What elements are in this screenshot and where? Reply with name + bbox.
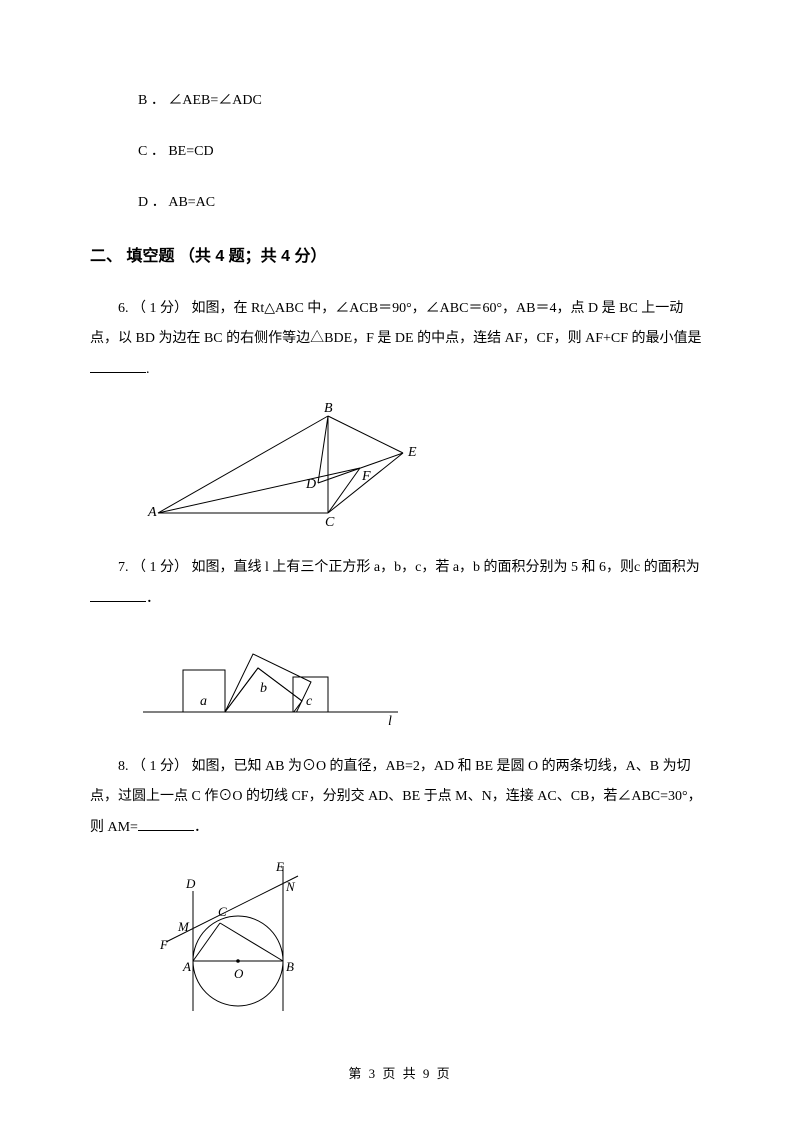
svg-text:l: l bbox=[388, 714, 392, 727]
question-6: 6. （ 1 分） 如图，在 Rt△ABC 中，∠ACB＝90°，∠ABC＝60… bbox=[90, 294, 710, 386]
question-7: 7. （ 1 分） 如图，直线 l 上有三个正方形 a，b，c，若 a，b 的面… bbox=[90, 553, 710, 615]
svg-text:C: C bbox=[325, 515, 335, 528]
question-8: 8. （ 1 分） 如图，已知 AB 为⊙O 的直径，AB=2，AD 和 BE … bbox=[90, 752, 710, 844]
svg-text:E: E bbox=[407, 445, 417, 460]
svg-text:N: N bbox=[285, 879, 296, 894]
svg-text:E: E bbox=[275, 859, 284, 874]
option-d: D ． AB=AC bbox=[138, 190, 710, 215]
q6-suffix: . bbox=[146, 362, 150, 377]
svg-text:a: a bbox=[200, 694, 207, 709]
q7-blank bbox=[90, 588, 146, 602]
q8-blank bbox=[138, 817, 194, 831]
svg-text:c: c bbox=[306, 694, 313, 709]
svg-text:B: B bbox=[286, 959, 294, 974]
svg-text:B: B bbox=[324, 401, 333, 416]
option-b: B ． ∠AEB=∠ADC bbox=[138, 88, 710, 113]
figure-q8: A B O C D E F M N bbox=[138, 856, 710, 1021]
figure-q6: A B C D E F bbox=[138, 398, 710, 533]
svg-text:b: b bbox=[260, 681, 267, 696]
q7-text: 7. （ 1 分） 如图，直线 l 上有三个正方形 a，b，c，若 a，b 的面… bbox=[118, 560, 700, 575]
q6-blank bbox=[90, 359, 146, 373]
q6-text: 6. （ 1 分） 如图，在 Rt△ABC 中，∠ACB＝90°，∠ABC＝60… bbox=[90, 301, 702, 347]
svg-text:C: C bbox=[218, 904, 227, 919]
svg-text:F: F bbox=[159, 937, 169, 952]
q8-svg: A B O C D E F M N bbox=[138, 856, 338, 1016]
option-c: C ． BE=CD bbox=[138, 139, 710, 164]
section-title: 二、 填空题 （共 4 题；共 4 分） bbox=[90, 242, 710, 266]
svg-text:F: F bbox=[361, 469, 371, 484]
q8-suffix: ． bbox=[194, 820, 208, 835]
svg-text:D: D bbox=[185, 876, 196, 891]
q7-suffix: ． bbox=[146, 591, 160, 606]
svg-text:A: A bbox=[182, 959, 191, 974]
svg-text:M: M bbox=[177, 919, 190, 934]
figure-q7: a b c l bbox=[138, 627, 710, 732]
svg-text:D: D bbox=[305, 477, 316, 492]
svg-text:A: A bbox=[147, 505, 157, 520]
q6-svg: A B C D E F bbox=[138, 398, 458, 528]
svg-text:O: O bbox=[234, 966, 244, 981]
page-footer: 第 3 页 共 9 页 bbox=[0, 1063, 800, 1082]
q7-svg: a b c l bbox=[138, 627, 418, 727]
